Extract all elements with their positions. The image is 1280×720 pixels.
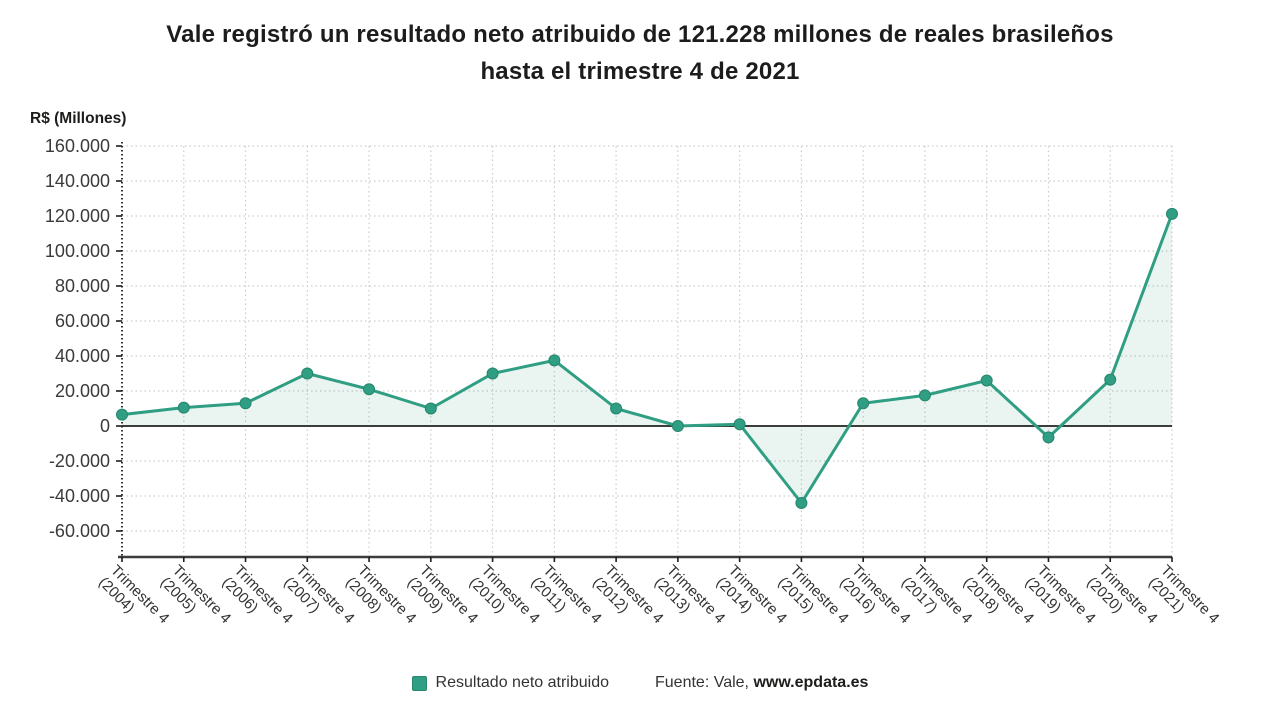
x-axis-label: Trimestre 4(2012) bbox=[589, 562, 666, 639]
x-axis-label: Trimestre 4(2008) bbox=[342, 562, 419, 639]
y-axis-tick-label: 20.000 bbox=[55, 381, 110, 401]
svg-text:Trimestre 4(2020): Trimestre 4(2020) bbox=[1083, 562, 1160, 639]
x-axis-label: Trimestre 4(2009) bbox=[404, 562, 481, 639]
data-point[interactable] bbox=[116, 408, 128, 421]
svg-text:Trimestre 4(2019): Trimestre 4(2019) bbox=[1022, 562, 1099, 639]
svg-text:Trimestre 4(2013): Trimestre 4(2013) bbox=[651, 562, 728, 639]
legend-label: Resultado neto atribuido bbox=[435, 674, 609, 691]
x-axis-label: Trimestre 4(2017) bbox=[898, 562, 975, 639]
data-point[interactable] bbox=[1166, 207, 1178, 220]
x-axis-label: Trimestre 4(2021) bbox=[1145, 562, 1222, 639]
x-axis-label: Trimestre 4(2019) bbox=[1022, 562, 1099, 639]
svg-text:Trimestre 4(2005): Trimestre 4(2005) bbox=[157, 562, 234, 639]
y-axis-tick-label: 0 bbox=[100, 416, 110, 436]
y-axis-tick-label: -60.000 bbox=[49, 521, 110, 541]
legend: Resultado neto atribuido bbox=[411, 674, 609, 692]
svg-text:Trimestre 4(2010): Trimestre 4(2010) bbox=[466, 562, 543, 639]
x-axis-label: Trimestre 4(2007) bbox=[280, 562, 357, 639]
source-text: Fuente: Vale, www.epdata.es bbox=[655, 674, 868, 692]
svg-text:Trimestre 4(2017): Trimestre 4(2017) bbox=[898, 562, 975, 639]
data-point[interactable] bbox=[610, 402, 623, 415]
svg-text:Trimestre 4(2014): Trimestre 4(2014) bbox=[713, 562, 790, 639]
y-axis-tick-label: 100.000 bbox=[45, 241, 110, 261]
y-axis-tick-label: -40.000 bbox=[49, 486, 110, 506]
x-axis-label: Trimestre 4(2014) bbox=[713, 562, 790, 639]
data-point[interactable] bbox=[918, 389, 931, 402]
data-point[interactable] bbox=[795, 497, 808, 509]
x-axis-label: Trimestre 4(2013) bbox=[651, 562, 728, 639]
x-axis-label: Trimestre 4(2005) bbox=[157, 562, 234, 639]
svg-text:Trimestre 4(2006): Trimestre 4(2006) bbox=[219, 562, 296, 639]
data-point[interactable] bbox=[671, 420, 684, 432]
svg-text:Trimestre 4(2008): Trimestre 4(2008) bbox=[342, 562, 419, 639]
data-point[interactable] bbox=[1042, 431, 1055, 444]
data-point[interactable] bbox=[424, 402, 437, 415]
legend-swatch-icon bbox=[411, 675, 427, 691]
y-axis-unit-label: R$ (Millones) bbox=[30, 110, 127, 127]
y-axis-tick-label: 120.000 bbox=[45, 206, 110, 226]
x-axis-label: Trimestre 4(2004) bbox=[95, 562, 172, 639]
data-point[interactable] bbox=[980, 374, 993, 387]
x-axis-label: Trimestre 4(2010) bbox=[466, 562, 543, 639]
y-axis-tick-label: -20.000 bbox=[49, 451, 110, 471]
source-prefix: Fuente: Vale, bbox=[655, 674, 754, 691]
svg-text:Trimestre 4(2016): Trimestre 4(2016) bbox=[836, 562, 913, 639]
series-line bbox=[120, 212, 1174, 505]
x-axis-label: Trimestre 4(2020) bbox=[1083, 562, 1160, 639]
net-income-area-chart: 160.000 140.000 120.000 100.000 80.000 60.000… bbox=[45, 136, 1223, 639]
series-area-fill bbox=[122, 213, 1172, 503]
svg-text:Trimestre 4(2012): Trimestre 4(2012) bbox=[589, 562, 666, 639]
data-point[interactable] bbox=[363, 383, 376, 396]
chart-title-line1: Vale registró un resultado neto atribuid… bbox=[166, 21, 1114, 48]
data-point[interactable] bbox=[733, 418, 746, 431]
y-axis-tick-label: 60.000 bbox=[55, 311, 110, 331]
data-point[interactable] bbox=[301, 367, 314, 380]
x-axis-label: Trimestre 4(2011) bbox=[528, 562, 605, 639]
data-point[interactable] bbox=[486, 367, 499, 380]
data-point[interactable] bbox=[177, 401, 190, 414]
svg-text:Trimestre 4(2021): Trimestre 4(2021) bbox=[1145, 562, 1222, 639]
source-site-link[interactable]: www.epdata.es bbox=[753, 674, 869, 691]
svg-text:Trimestre 4(2011): Trimestre 4(2011) bbox=[528, 562, 605, 639]
chart-title: Vale registró un resultado neto atribuid… bbox=[0, 16, 1280, 90]
y-axis-tick-label: 160.000 bbox=[45, 136, 110, 156]
svg-text:Trimestre 4(2007): Trimestre 4(2007) bbox=[280, 562, 357, 639]
svg-text:Trimestre 4(2015): Trimestre 4(2015) bbox=[775, 562, 852, 639]
chart-footer: Resultado neto atribuido Fuente: Vale, w… bbox=[0, 674, 1280, 692]
x-axis-label: Trimestre 4(2018) bbox=[960, 562, 1037, 639]
y-axis-tick-label: 140.000 bbox=[45, 171, 110, 191]
y-axis-tick-label: 80.000 bbox=[55, 276, 110, 296]
chart-title-line2: hasta el trimestre 4 de 2021 bbox=[480, 58, 800, 85]
x-axis-label: Trimestre 4(2016) bbox=[836, 562, 913, 639]
data-point[interactable] bbox=[857, 397, 870, 410]
x-axis-label: Trimestre 4(2015) bbox=[775, 562, 852, 639]
data-point[interactable] bbox=[239, 397, 252, 410]
data-point[interactable] bbox=[1104, 373, 1117, 386]
y-axis-tick-label: 40.000 bbox=[55, 346, 110, 366]
data-point[interactable] bbox=[548, 354, 561, 367]
svg-text:Trimestre 4(2004): Trimestre 4(2004) bbox=[95, 562, 172, 639]
svg-text:Trimestre 4(2009): Trimestre 4(2009) bbox=[404, 562, 481, 639]
svg-text:Trimestre 4(2018): Trimestre 4(2018) bbox=[960, 562, 1037, 639]
x-axis-label: Trimestre 4(2006) bbox=[219, 562, 296, 639]
